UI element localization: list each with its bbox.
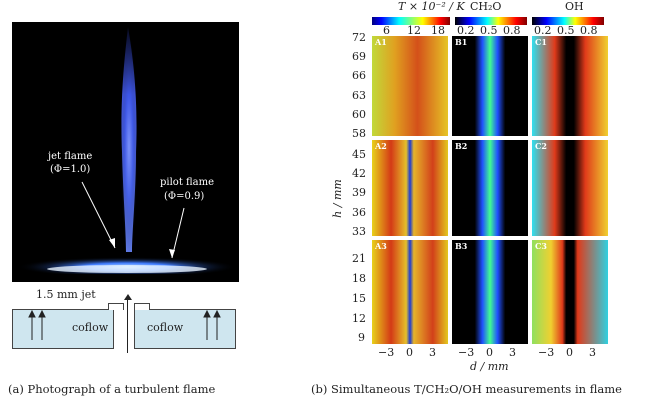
panel-label-C1: C1 [535, 37, 547, 47]
panel-C1 [532, 36, 608, 136]
panel-label-A3: A3 [375, 241, 387, 251]
x-axis-label: d / mm [470, 360, 509, 373]
panel-A3 [372, 240, 448, 344]
x-tick: 0 [486, 346, 493, 359]
panel-label-C2: C2 [535, 141, 547, 151]
coflow-left-box [12, 309, 114, 349]
colorbars [372, 17, 604, 25]
y-tick: 12 [352, 312, 366, 325]
y-tick: 63 [352, 89, 366, 102]
jet-flow-arrow [127, 297, 128, 353]
x-tick: 0 [406, 346, 413, 359]
t-tick-3: 18 [431, 24, 445, 37]
flame-photograph: jet flame (Φ=1.0) pilot flame (Φ=0.9) [12, 22, 239, 282]
y-tick: 39 [352, 186, 366, 199]
pilot-phi-label: (Φ=0.9) [164, 191, 205, 202]
panel-C3 [532, 240, 608, 344]
y-tick: 18 [352, 272, 366, 285]
panel-label-B3: B3 [455, 241, 468, 251]
y-tick: 69 [352, 50, 366, 63]
panel-B2 [452, 140, 528, 236]
t-tick-2: 12 [407, 24, 421, 37]
caption-left: (a) Photograph of a turbulent flame [8, 382, 216, 396]
oh-tick-2: 0.5 [557, 24, 575, 37]
y-tick: 42 [352, 167, 366, 180]
temperature-colorbar [372, 17, 450, 25]
panel-A1 [372, 36, 448, 136]
panel-label-A2: A2 [375, 141, 387, 151]
y-tick: 66 [352, 69, 366, 82]
measurement-grid [372, 36, 608, 344]
ch2o-colorbar [455, 17, 527, 25]
x-tick: 0 [566, 346, 573, 359]
caption-right: (b) Simultaneous T/CH₂O/OH measurements … [311, 382, 622, 396]
y-tick: 45 [352, 148, 366, 161]
ch2o-tick-3: 0.8 [503, 24, 521, 37]
panel-label-C3: C3 [535, 241, 547, 251]
temperature-colorbar-title: T × 10⁻² / K [398, 0, 465, 13]
ch2o-tick-1: 0.2 [457, 24, 475, 37]
flame-image [12, 27, 239, 282]
x-tick: 3 [509, 346, 516, 359]
y-axis-label: h / mm [330, 179, 344, 218]
x-tick: −3 [378, 346, 395, 359]
coflow-right-label: coflow [147, 321, 184, 334]
oh-colorbar [532, 17, 604, 25]
ch2o-tick-2: 0.5 [480, 24, 498, 37]
panel-A2 [372, 140, 448, 236]
pilot-flame-label: pilot flame [160, 177, 215, 188]
panel-B1 [452, 36, 528, 136]
jet-flame-label: jet flame [48, 151, 93, 162]
jet-phi-label: (Φ=1.0) [50, 164, 91, 175]
jet-lip-left [108, 303, 124, 310]
y-tick: 33 [352, 225, 366, 238]
jet-arrow-head-icon [124, 294, 132, 300]
y-tick: 36 [352, 206, 366, 219]
x-tick: −3 [538, 346, 555, 359]
y-tick: 58 [352, 127, 366, 140]
x-tick: 3 [589, 346, 596, 359]
oh-tick-1: 0.2 [534, 24, 552, 37]
x-tick: −3 [458, 346, 475, 359]
panel-label-B1: B1 [455, 37, 468, 47]
burner-schematic: 1.5 mm jet coflow coflow [12, 285, 242, 355]
y-tick: 60 [352, 108, 366, 121]
panel-C2 [532, 140, 608, 236]
panel-label-A1: A1 [375, 37, 387, 47]
y-tick: 15 [352, 292, 366, 305]
t-tick-1: 6 [383, 24, 390, 37]
jet-size-label: 1.5 mm jet [36, 288, 96, 301]
y-tick: 21 [352, 252, 366, 265]
y-tick: 9 [358, 331, 365, 344]
x-tick: 3 [429, 346, 436, 359]
coflow-arrows-icon [28, 309, 221, 340]
panel-B3 [452, 240, 528, 344]
y-tick: 72 [352, 31, 366, 44]
jet-lip-right [134, 303, 150, 310]
ch2o-colorbar-title: CH₂O [470, 0, 502, 13]
oh-tick-3: 0.8 [580, 24, 598, 37]
panel-label-B2: B2 [455, 141, 468, 151]
oh-colorbar-title: OH [565, 0, 584, 13]
coflow-left-label: coflow [72, 321, 109, 334]
